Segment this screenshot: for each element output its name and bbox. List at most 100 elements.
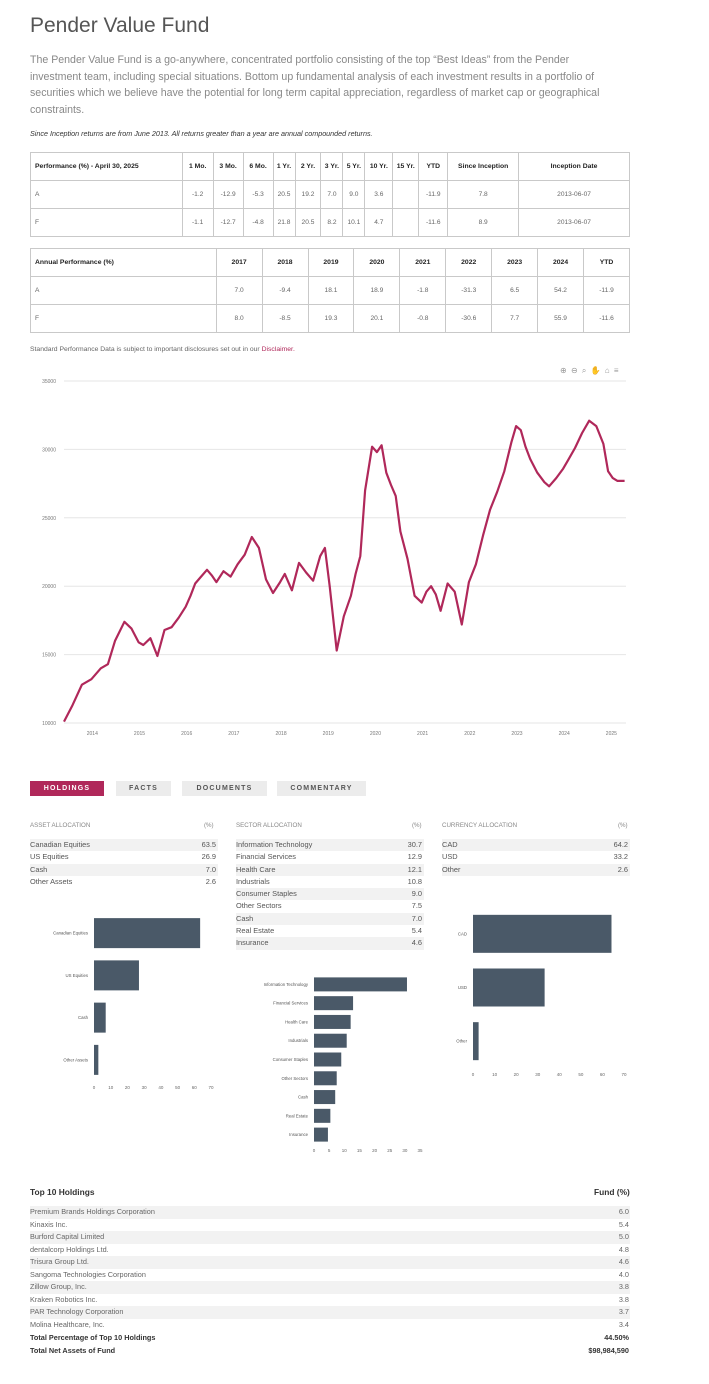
bar <box>94 918 201 949</box>
growth-line-chart: 10000 15000 20000 25000 30000 35000 2014 2015 20… <box>28 375 632 745</box>
x-tick-label: 0 <box>93 1085 96 1090</box>
holding-weight: 4.8 <box>618 1244 629 1254</box>
sector-allocation-row: Cash 7.0 <box>236 912 424 926</box>
annual-cell: -8.5 <box>261 304 309 333</box>
performance-cell: 21.8 <box>272 208 296 237</box>
magnify-icon[interactable]: ⌕ <box>581 366 588 375</box>
annual-cell: 19.3 <box>307 304 355 333</box>
tab-commentary[interactable]: COMMENTARY <box>277 781 366 796</box>
sector-allocation-row: Financial Services 12.9 <box>236 851 424 863</box>
top-holdings-fund-heading: Fund (%) <box>594 1187 630 1197</box>
performance-cell: 20.5 <box>272 180 296 209</box>
bar <box>314 1090 336 1105</box>
holding-name: Trisura Group Ltd. <box>30 1257 89 1266</box>
x-tick-label: 0 <box>313 1148 316 1153</box>
annual-header-cell: 2018 <box>261 248 309 277</box>
sector-allocation-label: Consumer Staples <box>236 889 297 899</box>
holding-row: Burford Capital Limited 5.0 <box>30 1231 630 1244</box>
asset-allocation-value: 7.0 <box>205 864 216 874</box>
sector-allocation-row: Information Technology 30.7 <box>236 839 424 852</box>
sector-allocation-table: Information Technology 30.7 Financial Serv… <box>236 839 424 950</box>
x-tick-label: 30 <box>142 1085 148 1090</box>
performance-cell: 19.2 <box>294 180 322 209</box>
bar <box>314 1108 331 1123</box>
pan-icon[interactable]: ✋ <box>590 366 602 375</box>
sector-allocation-label: Industrials <box>236 876 270 886</box>
x-tick-label: 40 <box>557 1072 563 1077</box>
performance-cell: -4.8 <box>242 208 274 237</box>
performance-header-cell: 1 Yr. <box>272 152 296 181</box>
performance-header-cell: 6 Mo. <box>242 152 274 181</box>
asset-allocation-chart: Canadian Equities US Equities Cash Other As… <box>30 905 220 1102</box>
tab-holdings[interactable]: HOLDINGS <box>30 781 104 796</box>
category-label: Financial Services <box>273 1001 308 1006</box>
x-tick-label: 50 <box>175 1085 181 1090</box>
performance-table: Performance (%) - April 30, 2025 1 Mo. 3 M… <box>30 152 630 237</box>
annual-cell: 18.1 <box>307 276 355 305</box>
disclaimer-link[interactable]: Disclaimer. <box>261 346 295 353</box>
fund-description: The Pender Value Fund is a go-anywhere, … <box>30 54 600 116</box>
category-label: USD <box>458 985 467 990</box>
category-label: Other Sectors <box>281 1076 308 1081</box>
total-net-assets-label: Total Net Assets of Fund <box>30 1346 116 1355</box>
x-tick-label: 2019 <box>323 731 334 737</box>
holding-row: PAR Technology Corporation 3.7 <box>30 1306 630 1319</box>
performance-cell: A <box>30 180 183 209</box>
category-label: Other <box>456 1039 467 1044</box>
tab-facts[interactable]: FACTS <box>116 781 171 796</box>
performance-cell: 2013-06-07 <box>518 208 630 237</box>
performance-header-cell: YTD <box>418 152 449 181</box>
x-tick-label: 20 <box>514 1072 520 1077</box>
total-percentage-label: Total Percentage of Top 10 Holdings <box>30 1333 156 1342</box>
zoom-in-icon[interactable]: ⊕ <box>560 366 568 375</box>
performance-header-cell: Performance (%) - April 30, 2025 <box>30 152 183 181</box>
sector-allocation-label: Insurance <box>236 938 269 948</box>
currency-allocation-label: CAD <box>442 840 458 849</box>
performance-cell: -11.9 <box>418 180 449 209</box>
currency-allocation-table: CAD 64.2 USD 33.2 Other 2.6 <box>442 839 630 876</box>
sector-allocation-row: Industrials 10.8 <box>236 876 424 888</box>
performance-cell: 10.1 <box>342 208 366 237</box>
currency-allocation-row: Other 2.6 <box>442 863 630 876</box>
zoom-out-icon[interactable]: ⊖ <box>570 366 579 375</box>
disclaimer-text: Standard Performance Data is subject to … <box>30 346 295 353</box>
performance-cell: 7.0 <box>320 180 344 209</box>
category-label: Other Assets <box>63 1057 88 1062</box>
sector-allocation-row: Other Sectors 7.5 <box>236 900 424 912</box>
annual-cell: -0.8 <box>399 304 447 333</box>
asset-allocation-heading: ASSET ALLOCATION <box>30 822 91 829</box>
holding-weight: 3.4 <box>618 1319 629 1329</box>
sector-allocation-row: Real Estate 5.4 <box>236 925 424 937</box>
x-tick-label: 2022 <box>464 731 475 737</box>
performance-cell: -1.2 <box>181 180 214 209</box>
bar <box>314 1052 342 1067</box>
annual-header-cell: 2022 <box>445 248 493 277</box>
sector-allocation-value: 5.4 <box>411 926 422 936</box>
asset-allocation-label: US Equities <box>30 852 69 862</box>
performance-header-cell: 3 Mo. <box>212 152 244 181</box>
x-tick-label: 25 <box>387 1148 393 1153</box>
menu-icon[interactable]: ≡ <box>613 366 620 375</box>
asset-allocation-label: Cash <box>30 864 48 874</box>
performance-header-cell: 1 Mo. <box>181 152 214 181</box>
currency-allocation-row: CAD 64.2 <box>442 839 630 852</box>
y-tick-label: 25000 <box>42 516 56 522</box>
annual-cell: F <box>30 304 217 333</box>
performance-header-cell: 3 Yr. <box>320 152 344 181</box>
sector-allocation-row: Insurance 4.6 <box>236 937 424 950</box>
tab-documents[interactable]: DOCUMENTS <box>182 781 267 796</box>
holding-weight: 6.0 <box>618 1207 629 1216</box>
performance-cell: F <box>30 208 183 237</box>
annual-header-cell: 2017 <box>215 248 263 277</box>
performance-cell: 8.9 <box>447 208 520 237</box>
y-tick-label: 30000 <box>42 447 56 453</box>
annual-header-cell: 2024 <box>537 248 585 277</box>
performance-cell: 9.0 <box>342 180 366 209</box>
x-tick-label: 2020 <box>370 731 381 737</box>
top-holdings-title: Top 10 Holdings <box>30 1187 95 1197</box>
category-label: Health Care <box>285 1019 309 1024</box>
total-percentage-row: Total Percentage of Top 10 Holdings 44.50… <box>30 1331 630 1344</box>
x-tick-label: 2017 <box>228 731 239 737</box>
home-icon[interactable]: ⌂ <box>604 366 611 375</box>
holding-weight: 3.8 <box>618 1282 629 1291</box>
